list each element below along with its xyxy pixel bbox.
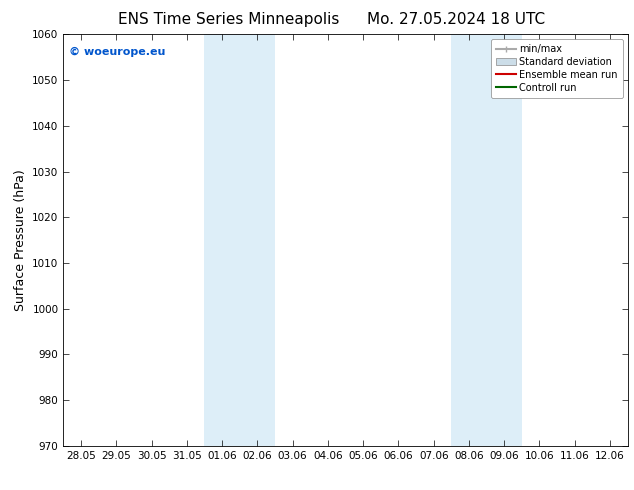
Bar bbox=[204, 34, 275, 446]
Bar bbox=[451, 34, 522, 446]
Y-axis label: Surface Pressure (hPa): Surface Pressure (hPa) bbox=[14, 169, 27, 311]
Text: Mo. 27.05.2024 18 UTC: Mo. 27.05.2024 18 UTC bbox=[368, 12, 545, 27]
Legend: min/max, Standard deviation, Ensemble mean run, Controll run: min/max, Standard deviation, Ensemble me… bbox=[491, 39, 623, 98]
Text: © woeurope.eu: © woeurope.eu bbox=[69, 47, 165, 57]
Text: ENS Time Series Minneapolis: ENS Time Series Minneapolis bbox=[117, 12, 339, 27]
